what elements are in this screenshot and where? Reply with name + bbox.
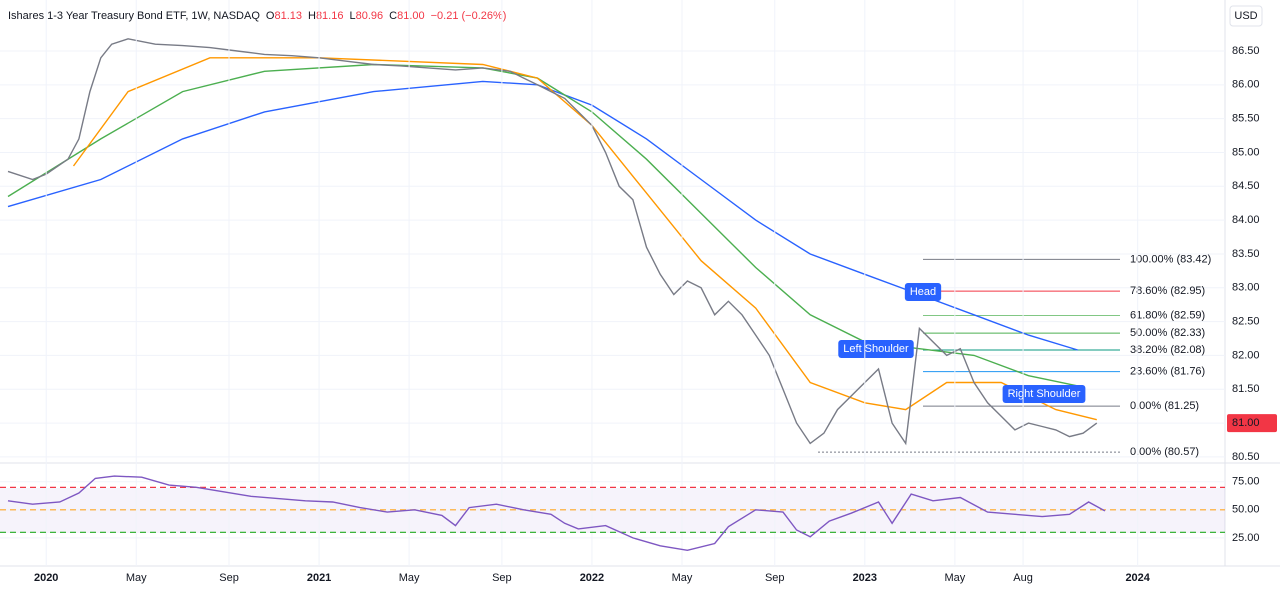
- x-tick-label: May: [672, 572, 693, 584]
- y-tick-label: 25.00: [1232, 532, 1260, 544]
- y-tick-label: 85.50: [1232, 113, 1260, 125]
- series-line: [7, 80, 1078, 351]
- fib-label: 61.80% (82.59): [1130, 309, 1205, 321]
- pattern-label: Head: [904, 283, 942, 301]
- ohlc-key: O: [266, 10, 275, 22]
- pattern-label-text: Left Shoulder: [843, 343, 909, 355]
- ohlc-key: C: [389, 10, 397, 22]
- fib-label: 0.00% (81.25): [1130, 400, 1199, 412]
- y-tick-label: 82.00: [1232, 349, 1260, 361]
- pattern-label-text: Head: [910, 286, 936, 298]
- x-tick-label: Sep: [219, 572, 239, 584]
- y-tick-label: 80.50: [1232, 451, 1260, 463]
- fib-label: 0.00% (80.57): [1130, 446, 1199, 458]
- y-tick-label: 85.00: [1232, 146, 1260, 158]
- currency-box: [1229, 5, 1263, 27]
- last-price-tag: [1227, 414, 1277, 433]
- price-change: −0.21 (−0.26%): [431, 10, 507, 22]
- y-tick-label: 83.00: [1232, 282, 1260, 294]
- series-line: [7, 475, 1106, 552]
- x-tick-label: May: [126, 572, 147, 584]
- x-tick-label: 2021: [307, 572, 331, 584]
- fib-label: 50.00% (82.33): [1130, 327, 1205, 339]
- y-tick-label: 82.50: [1232, 316, 1260, 328]
- series-line: [72, 57, 1097, 421]
- series-line: [7, 63, 1078, 387]
- pattern-label-bg: [838, 340, 914, 358]
- last-price-label: 81.00: [1232, 417, 1260, 429]
- x-tick-label: 2023: [853, 572, 877, 584]
- ohlc-key: H: [308, 10, 316, 22]
- fib-label: 78.60% (82.95): [1130, 285, 1205, 297]
- ohlc-value: 80.96: [356, 10, 384, 22]
- y-tick-label: 84.50: [1232, 180, 1260, 192]
- x-tick-label: Aug: [1013, 572, 1033, 584]
- ohlc-value: 81.16: [316, 10, 344, 22]
- y-tick-label: 81.50: [1232, 383, 1260, 395]
- pattern-label-bg: [904, 283, 942, 301]
- y-tick-label: 84.00: [1232, 214, 1260, 226]
- header: Ishares 1-3 Year Treasury Bond ETF, 1W, …: [8, 10, 506, 22]
- pattern-label: Right Shoulder: [1002, 385, 1086, 403]
- pattern-label: Left Shoulder: [838, 340, 914, 358]
- ohlc-value: 81.13: [274, 10, 302, 22]
- x-tick-label: 2024: [1125, 572, 1150, 584]
- fib-label: 23.60% (81.76): [1130, 366, 1205, 378]
- y-tick-label: 83.50: [1232, 248, 1260, 260]
- y-tick-label: 86.00: [1232, 79, 1260, 91]
- x-tick-label: May: [944, 572, 965, 584]
- y-tick-label: 75.00: [1232, 476, 1260, 488]
- x-tick-label: Sep: [765, 572, 785, 584]
- fib-label: 38.20% (82.08): [1130, 344, 1205, 356]
- y-tick-label: 86.50: [1232, 45, 1260, 57]
- series-line: [7, 38, 1098, 446]
- rsi-band: [0, 488, 1225, 533]
- x-tick-label: 2020: [34, 572, 58, 584]
- x-tick-label: Sep: [492, 572, 512, 584]
- currency: USD: [1234, 10, 1257, 22]
- x-tick-label: 2022: [580, 572, 604, 584]
- pattern-label-text: Right Shoulder: [1008, 388, 1081, 400]
- x-tick-label: May: [399, 572, 420, 584]
- symbol-title: Ishares 1-3 Year Treasury Bond ETF, 1W, …: [8, 10, 260, 22]
- ohlc-value: 81.00: [397, 10, 425, 22]
- fib-label: 100.00% (83.42): [1130, 253, 1211, 265]
- y-tick-label: 50.00: [1232, 504, 1260, 516]
- ohlc-key: L: [349, 10, 355, 22]
